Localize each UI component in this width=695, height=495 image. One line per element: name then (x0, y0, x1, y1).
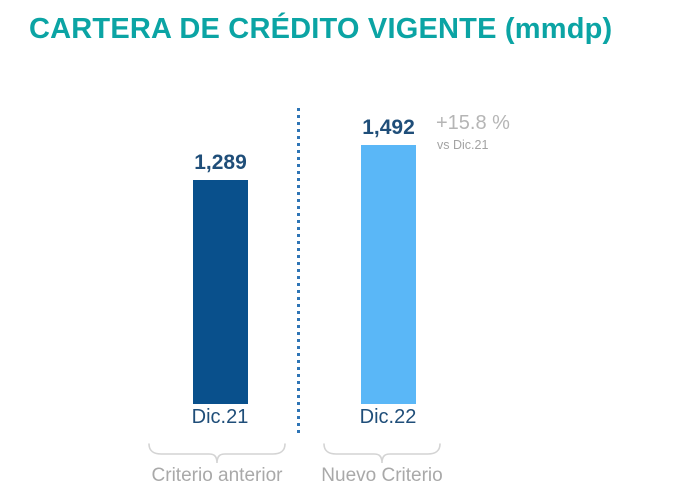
group-label-criterio-anterior: Criterio anterior (151, 465, 283, 486)
bar-dic21 (193, 180, 248, 404)
bar-value-label-dic22: 1,492 (362, 116, 415, 139)
page-title: CARTERA DE CRÉDITO VIGENTE (mmdp) (29, 13, 613, 45)
divider-dotted-line (297, 108, 300, 434)
underbrace-icon (323, 443, 441, 464)
bar-value-label-dic21: 1,289 (194, 151, 247, 174)
bar-column-dic22: 1,492 (361, 116, 416, 404)
x-axis-label-dic21: Dic.21 (191, 406, 249, 428)
bar-column-dic21: 1,289 (193, 151, 248, 404)
delta-annotation: +15.8 % (436, 112, 510, 134)
x-axis-label-dic22: Dic.22 (359, 406, 417, 428)
bar-dic22 (361, 145, 416, 404)
delta-reference-annotation: vs Dic.21 (437, 138, 489, 152)
underbrace-icon (148, 443, 286, 464)
group-label-nuevo-criterio: Nuevo Criterio (321, 465, 443, 486)
